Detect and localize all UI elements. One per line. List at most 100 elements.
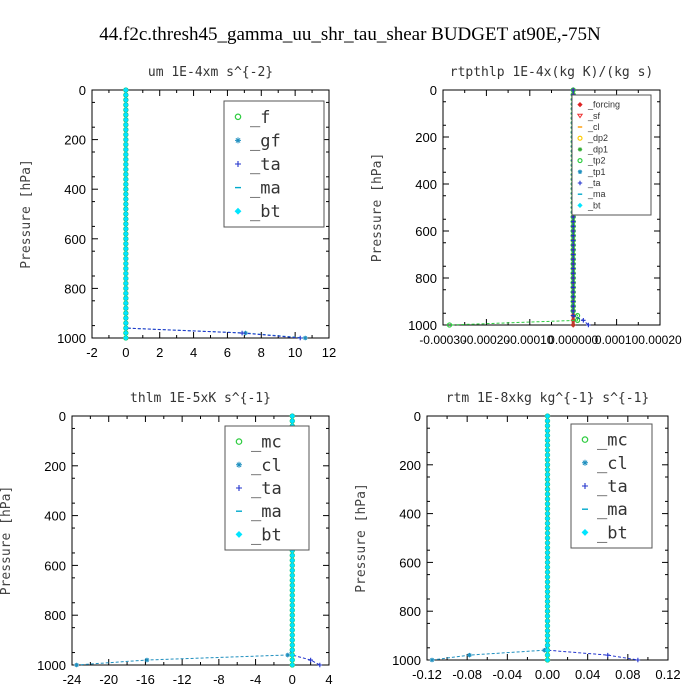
legend-marker (577, 202, 583, 209)
x-tick-label: 10 (288, 345, 302, 360)
legend-marker (577, 180, 583, 186)
x-tick-label: -12 (173, 672, 192, 687)
x-tick-label: -24 (63, 672, 82, 687)
data-point (467, 652, 472, 658)
x-tick-label: 8 (258, 345, 265, 360)
x-tick-label: -0.00020 (463, 333, 511, 347)
x-tick-label: -0.00030 (419, 333, 467, 347)
data-point (570, 228, 576, 234)
data-point (581, 318, 586, 323)
y-axis-label: Pressure [hPa] (19, 159, 34, 269)
x-tick-label: -0.04 (493, 667, 523, 682)
data-point (570, 256, 576, 262)
x-tick-label: -4 (250, 672, 262, 687)
legend-entry: _sf (587, 111, 601, 121)
data-point (570, 289, 576, 295)
x-tick-label: 4 (190, 345, 197, 360)
panel-title: rtm 1E-8xkg kg^{-1} s^{-1} (446, 391, 650, 406)
data-point (570, 224, 576, 229)
panel-title: rtpthlp 1E-4x(kg K)/(kg s) (450, 65, 654, 80)
y-tick-label: 800 (64, 281, 86, 296)
data-point (570, 87, 576, 93)
y-tick-label: 800 (44, 608, 66, 623)
x-tick-label: 0.12 (655, 667, 680, 682)
y-tick-label: 600 (399, 555, 421, 570)
data-point (570, 233, 576, 238)
data-point (570, 238, 576, 243)
y-axis-label: Pressure [hPa] (354, 483, 369, 593)
data-point (308, 657, 313, 663)
legend-entry: _ma (597, 500, 628, 520)
data-point (570, 271, 576, 276)
y-tick-label: 1000 (392, 653, 421, 668)
data-point (570, 280, 576, 285)
panel-3: thlm 1E-5xK s^{-1} 0 200 400 600 800 1000-24 -2… (0, 391, 333, 687)
y-tick-label: 1000 (57, 331, 86, 346)
data-point (570, 313, 576, 318)
series-cl (429, 413, 550, 663)
x-tick-label: -2 (86, 345, 98, 360)
x-tick-label: -8 (213, 672, 225, 687)
data-point (74, 662, 79, 668)
panel-4: rtm 1E-8xkg kg^{-1} s^{-1} 0 200 400 600 800 1… (354, 391, 681, 682)
panel-title: um 1E-4xm s^{-2} (148, 65, 273, 80)
legend-entry: _dp1 (587, 144, 608, 154)
data-point (635, 657, 641, 663)
x-tick-label: 0.000000 (548, 333, 598, 347)
x-tick-label: 0.00 (535, 667, 560, 682)
data-point (289, 662, 296, 668)
y-tick-label: 400 (44, 509, 66, 524)
legend-marker (235, 137, 241, 144)
legend-marker (235, 530, 243, 538)
legend-entry: _cl (587, 122, 600, 132)
data-point (570, 242, 576, 248)
legend-entry: _forcing (587, 100, 620, 110)
x-tick-label: -0.12 (412, 667, 442, 682)
figure-title: 44.f2c.thresh45_gamma_uu_shr_tau_shear B… (99, 24, 601, 45)
data-point (570, 308, 576, 314)
legend-marker (234, 113, 242, 121)
x-tick-label: 0 (289, 672, 296, 687)
series-bt (544, 413, 551, 663)
y-tick-label: 1000 (37, 658, 66, 673)
x-tick-label: 0.08 (615, 667, 640, 682)
legend: _f _gf _ta _ma _bt (223, 100, 325, 228)
legend-entry: _dp2 (587, 133, 608, 143)
x-tick-label: -0.08 (452, 667, 482, 682)
y-tick-label: 0 (414, 409, 421, 424)
data-point (570, 252, 576, 257)
series-tp2 (446, 87, 581, 328)
y-tick-label: 200 (415, 130, 437, 145)
x-tick-label: -0.00010 (506, 333, 554, 347)
legend-box (571, 94, 652, 216)
data-point (570, 266, 576, 271)
x-tick-label: 12 (322, 345, 336, 360)
legend-entry: _mc (251, 433, 282, 453)
series-line (449, 90, 578, 326)
y-tick-label: 200 (399, 458, 421, 473)
legend-marker (236, 461, 242, 468)
data-point (570, 247, 576, 253)
y-tick-label: 0 (59, 409, 66, 424)
x-tick-label: 4 (325, 672, 332, 687)
legend-entry: _gf (250, 131, 281, 151)
data-point (570, 285, 576, 290)
legend-marker (581, 528, 589, 536)
y-tick-label: 600 (44, 558, 66, 573)
y-tick-label: 200 (64, 133, 86, 148)
legend-entry: _mc (597, 431, 628, 451)
data-point (303, 335, 308, 341)
panel-title: thlm 1E-5xK s^{-1} (130, 391, 271, 406)
legend-marker (577, 147, 583, 152)
legend-entry: _ta (587, 178, 601, 188)
legend: _mc _cl _ta _ma _bt (224, 425, 310, 551)
legend-entry: _ma (587, 189, 606, 199)
legend-entry: _ta (251, 479, 282, 499)
data-point (317, 662, 323, 668)
data-point (570, 322, 576, 328)
series-line (431, 416, 548, 661)
x-tick-label: -20 (99, 672, 118, 687)
legend-marker (581, 436, 589, 443)
data-point (570, 219, 576, 224)
y-tick-label: 0 (79, 83, 86, 98)
